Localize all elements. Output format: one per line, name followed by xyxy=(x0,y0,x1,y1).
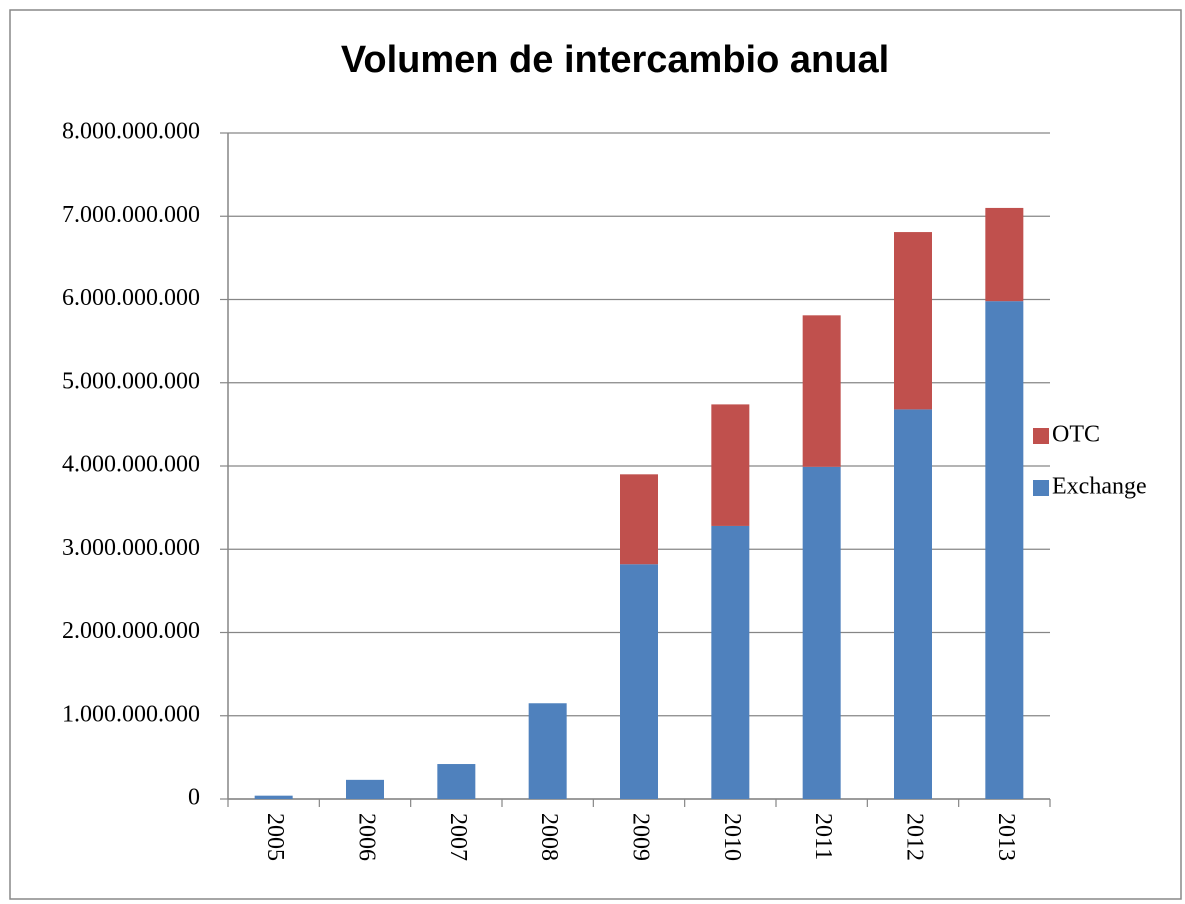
bar-segment xyxy=(985,301,1024,799)
y-tick-label: 5.000.000.000 xyxy=(62,368,200,394)
chart-title: Volumen de intercambio anual xyxy=(341,39,889,81)
x-tick-label: 2012 xyxy=(901,813,927,861)
bar-segment xyxy=(802,466,841,799)
x-tick-label: 2008 xyxy=(536,813,562,861)
bar-segment xyxy=(620,474,658,565)
y-tick-label: 8.000.000.000 xyxy=(62,119,200,145)
bar-segment xyxy=(620,564,658,799)
bar-segment xyxy=(802,315,841,467)
bar-segment xyxy=(528,703,567,799)
y-tick-label: 3.000.000.000 xyxy=(62,535,200,561)
x-tick-label: 2007 xyxy=(445,813,471,861)
legend-label: OTC xyxy=(1052,422,1100,448)
y-tick-label: 0 xyxy=(188,785,200,811)
bar-segment xyxy=(894,232,932,410)
y-tick-label: 4.000.000.000 xyxy=(62,452,200,478)
y-tick-label: 6.000.000.000 xyxy=(62,285,200,311)
y-tick-label: 2.000.000.000 xyxy=(62,618,200,644)
bar-segment xyxy=(711,525,750,799)
legend-label: Exchange xyxy=(1052,474,1147,500)
bar-segment xyxy=(437,764,476,799)
bar-segment xyxy=(711,404,750,526)
x-tick-label: 2005 xyxy=(262,813,288,861)
x-tick-label: 2006 xyxy=(353,813,379,861)
bar-segment xyxy=(894,409,932,799)
x-tick-label: 2010 xyxy=(719,813,745,861)
y-tick-label: 1.000.000.000 xyxy=(62,701,200,727)
bar-segment xyxy=(985,207,1024,302)
x-tick-label: 2011 xyxy=(810,813,836,860)
legend-swatch xyxy=(1033,428,1049,444)
bar-segment xyxy=(346,779,384,799)
y-tick-label: 7.000.000.000 xyxy=(62,202,200,228)
x-tick-label: 2013 xyxy=(993,813,1019,861)
bar-segment xyxy=(254,795,293,799)
x-tick-label: 2009 xyxy=(627,813,653,861)
legend-swatch xyxy=(1033,480,1049,496)
